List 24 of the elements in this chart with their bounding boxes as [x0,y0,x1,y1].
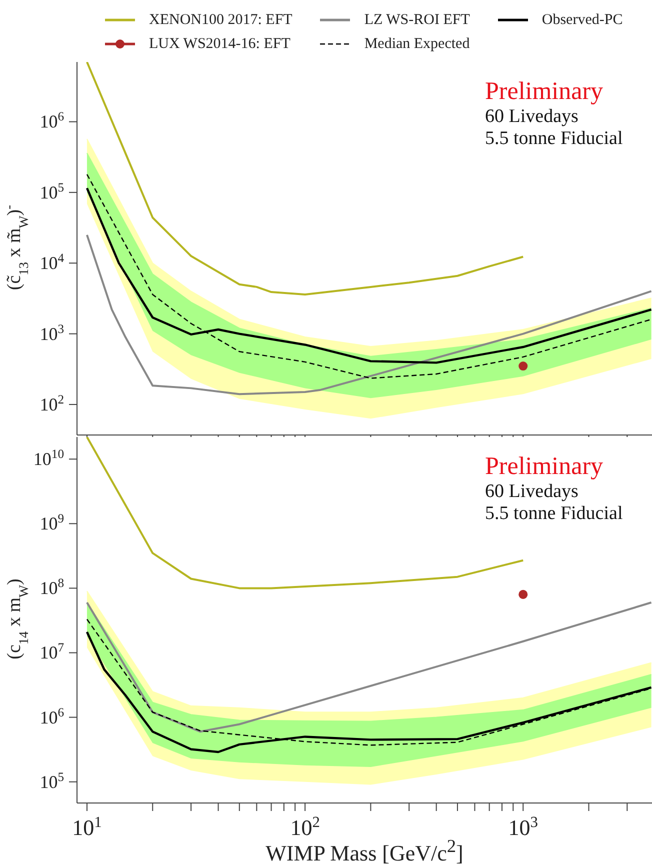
legend-label: Median Expected [364,36,470,52]
y-tick-label: 10$^{3}$ [40,322,64,344]
y-tick-label: 10$^{8}$ [40,576,64,598]
y-tick-label: 10$^{6}$ [40,110,64,132]
annotation: Preliminary [485,453,604,481]
y-tick-label: 10$^{9}$ [40,512,64,534]
y-tick-label: 10$^{2}$ [40,392,64,414]
legend-label: XENON100 2017: EFT [149,12,292,28]
y-tick-label: 10$^{10}$ [33,447,64,470]
annotation: 60 Livedays [485,481,580,503]
x-tick-label: 10$^{1}$ [72,814,102,840]
y-tick-label: 10$^{4}$ [40,251,65,274]
legend-label: Observed-PC [542,12,623,28]
y-tick-label: 10$^{7}$ [40,640,64,663]
legend-label: LZ WS-ROI EFT [364,12,470,28]
y-tick-label: 10$^{6}$ [40,705,64,728]
x-tick-label: 10$^{3}$ [508,814,538,840]
y-tick-label: 10$^{5}$ [40,770,64,792]
legend-label: LUX WS2014-16: EFT [149,36,290,52]
y-tick-label: 10$^{5}$ [40,180,64,202]
annotation: Preliminary [485,78,604,106]
annotation: 60 Livedays [485,106,580,128]
annotation: 5.5 tonne Fiducial [485,503,623,525]
annotation: 5.5 tonne Fiducial [485,128,623,150]
